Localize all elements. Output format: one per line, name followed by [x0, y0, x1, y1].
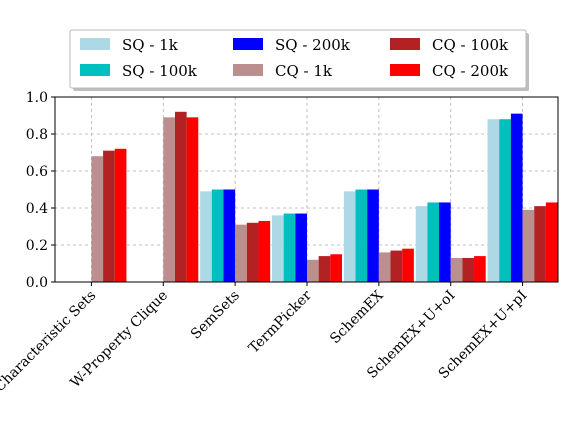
legend-label: CQ - 1k	[275, 62, 333, 80]
bar	[402, 248, 414, 282]
bar	[91, 156, 104, 282]
legend-label: SQ - 100k	[122, 62, 198, 80]
bar	[235, 224, 247, 282]
bar	[103, 150, 115, 282]
bar	[487, 119, 500, 282]
y-tick-label: 0.4	[26, 201, 48, 217]
bar	[272, 215, 284, 282]
y-tick-label: 1.0	[26, 90, 48, 106]
y-tick-label: 0.0	[26, 275, 48, 291]
legend-swatch	[80, 38, 110, 50]
legend: SQ - 1k SQ - 100k SQ - 200k CQ - 1k CQ - 100…	[69, 29, 529, 91]
legend-swatch	[80, 64, 110, 76]
bar	[223, 189, 236, 282]
bar	[200, 191, 212, 282]
bar	[545, 202, 558, 282]
bar	[462, 257, 475, 282]
y-tick-label: 0.8	[26, 127, 48, 143]
y-tick-label: 0.6	[26, 164, 48, 180]
bar	[534, 206, 546, 282]
legend-swatch	[390, 38, 420, 50]
bar	[450, 257, 463, 282]
bar	[330, 254, 342, 282]
bar	[427, 202, 440, 282]
bar	[343, 191, 356, 282]
x-tick-label: SemSets	[188, 288, 243, 343]
bar	[510, 113, 523, 283]
bar	[174, 111, 187, 282]
bars	[91, 111, 558, 283]
bar	[283, 213, 296, 282]
legend-swatch	[390, 64, 420, 76]
bar	[163, 117, 175, 282]
bar	[415, 206, 428, 282]
bar	[499, 119, 511, 282]
bar	[186, 117, 199, 282]
x-tick-label: SchemEX	[327, 287, 387, 347]
bar	[367, 189, 379, 282]
bar	[307, 259, 319, 282]
bar	[318, 256, 331, 282]
bar	[355, 189, 368, 282]
bar	[211, 189, 224, 282]
bar	[295, 213, 307, 282]
y-tick-label: 0.2	[26, 238, 48, 254]
bar	[378, 252, 391, 282]
legend-swatch	[233, 64, 263, 76]
bar	[390, 250, 403, 282]
legend-label: SQ - 1k	[122, 36, 179, 54]
legend-label: CQ - 100k	[432, 36, 509, 54]
bar	[114, 148, 127, 282]
bar	[474, 256, 486, 282]
bar	[522, 209, 535, 282]
bar	[439, 202, 451, 282]
x-tick-label: TermPicker	[246, 287, 315, 356]
bar	[258, 220, 271, 282]
bar	[246, 222, 259, 282]
legend-label: SQ - 200k	[275, 36, 351, 54]
legend-swatch	[233, 38, 263, 50]
legend-label: CQ - 200k	[432, 62, 509, 80]
